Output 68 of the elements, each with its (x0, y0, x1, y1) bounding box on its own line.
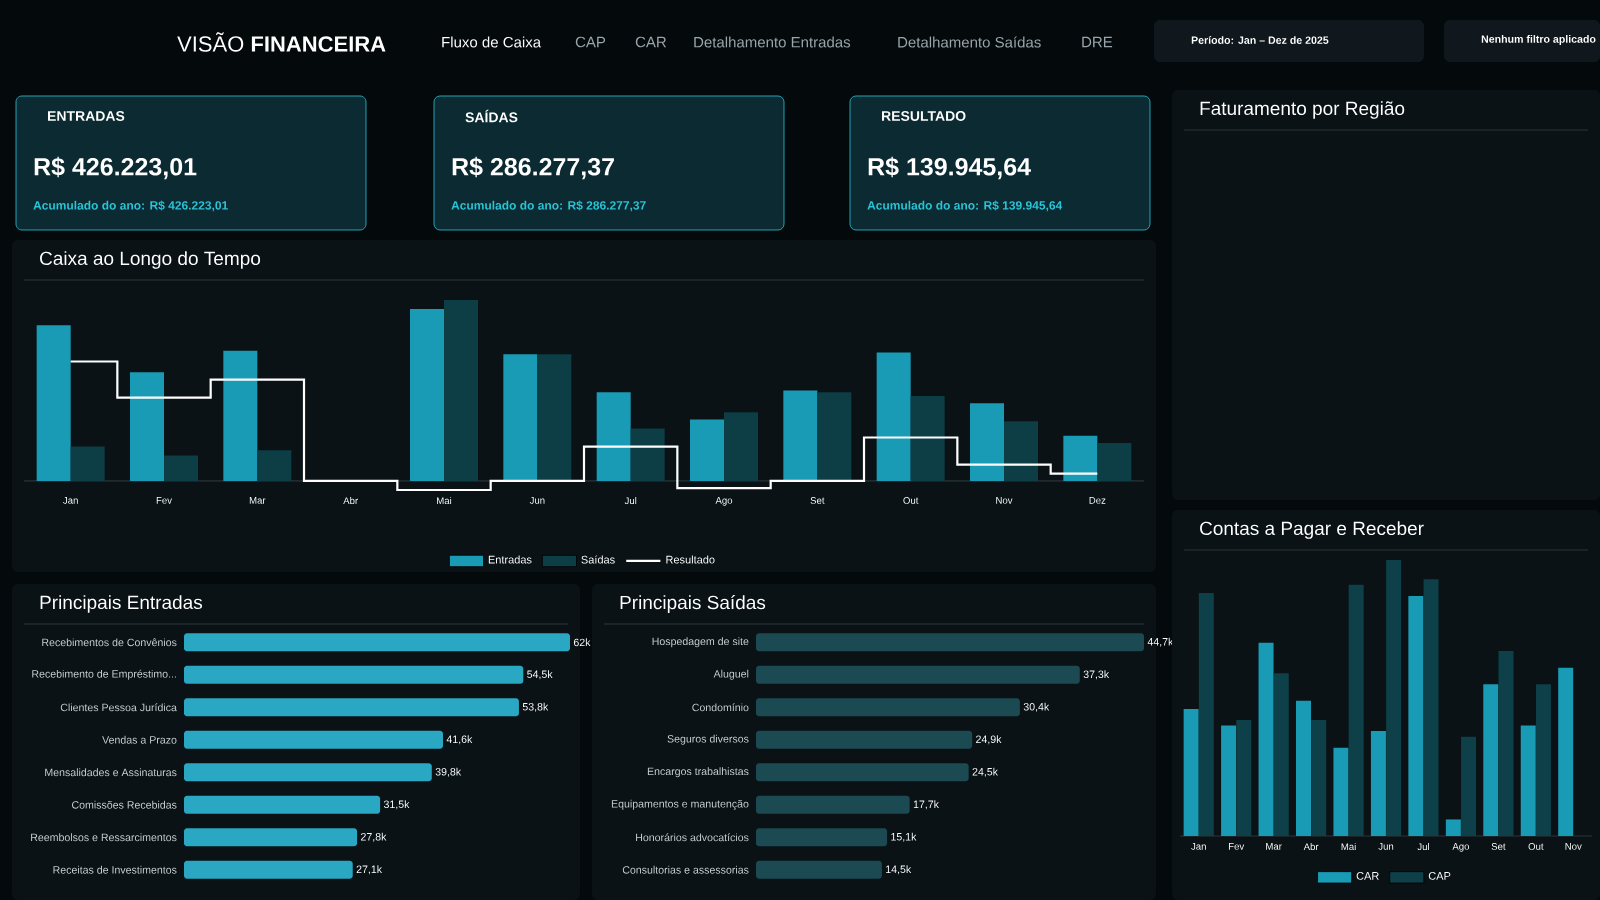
bar (1258, 642, 1274, 836)
bar (817, 392, 852, 481)
bar (1221, 725, 1237, 836)
bar (1498, 651, 1514, 836)
bar (1296, 700, 1312, 836)
bar (783, 390, 818, 481)
chart-title: Caixa ao Longo do Tempo (40, 251, 261, 269)
bar (1386, 560, 1402, 836)
bar (756, 665, 1080, 684)
text: R$ 286.277,37 (452, 156, 614, 180)
bar (444, 299, 479, 481)
bar (630, 428, 665, 481)
bar (756, 698, 1020, 717)
bar (1183, 709, 1199, 836)
bar (1445, 819, 1461, 836)
bar (503, 354, 538, 481)
bar (410, 309, 444, 481)
bar (1461, 736, 1477, 836)
bar (756, 633, 1145, 652)
bar (1097, 442, 1132, 481)
text: Faturamento por Região (1200, 101, 1405, 119)
bar (164, 455, 199, 481)
bar (1198, 593, 1214, 836)
bar (70, 446, 105, 481)
bar (756, 860, 882, 879)
bar (596, 392, 631, 481)
chart-title: Principais Entradas (40, 595, 203, 613)
chart-title: Principais Saídas (620, 595, 766, 613)
bar (223, 350, 258, 481)
bar (537, 354, 572, 481)
chart-title: Contas a Pagar e Receber (1200, 521, 1424, 539)
bar (724, 412, 759, 481)
bar (1408, 595, 1424, 836)
bar (184, 828, 358, 847)
bar (184, 763, 432, 782)
bar (756, 828, 888, 847)
bar (1423, 579, 1439, 836)
bar (184, 860, 353, 879)
bar (1236, 720, 1252, 836)
bar (1004, 421, 1039, 481)
bar (1535, 684, 1551, 836)
bar (690, 419, 725, 481)
text: R$ 139.945,64 (868, 156, 1031, 180)
bar (184, 665, 524, 684)
text: R$ 426.223,01 (34, 156, 197, 180)
bar (184, 730, 443, 749)
bar (257, 450, 292, 481)
bar (1348, 584, 1364, 836)
bar (184, 633, 570, 652)
bar (876, 352, 911, 481)
bar (910, 395, 945, 481)
bar (184, 795, 381, 814)
bar (756, 730, 973, 749)
bar (184, 698, 519, 717)
bar (130, 372, 165, 481)
bar (1370, 731, 1386, 836)
bar (1520, 725, 1536, 836)
bar (970, 403, 1005, 481)
bar (1063, 435, 1098, 481)
bar (1483, 684, 1499, 836)
bar (756, 795, 910, 814)
bar (756, 763, 969, 782)
bar (1558, 667, 1574, 836)
bar (1273, 673, 1289, 836)
bar (1333, 747, 1349, 836)
bar (1311, 720, 1327, 836)
bar (36, 325, 71, 481)
text: VISÃO FINANCEIRA (177, 32, 386, 52)
